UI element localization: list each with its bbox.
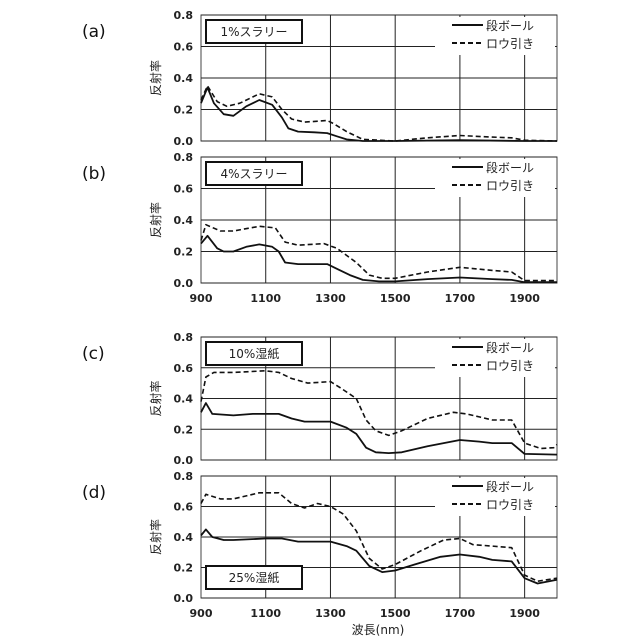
legend-label: ロウ引き [486,359,534,373]
legend-label: ロウ引き [486,37,534,51]
y-tick-label: 0.6 [174,362,194,375]
condition-label: 10%湿紙 [229,346,280,361]
y-tick-label: 0.4 [174,531,194,544]
legend-background [435,17,555,55]
y-tick-label: 0.2 [174,423,194,436]
condition-box [205,161,303,186]
y-tick-label: 0.4 [174,393,194,406]
legend-background [435,159,555,197]
condition-label: 25%湿紙 [229,570,280,585]
y-axis-label: 反射率 [148,519,163,555]
y-tick-label: 0.4 [174,72,194,85]
legend-label: 段ボール [486,479,534,494]
panel-label: (b) [82,164,106,184]
x-tick-label: 1100 [250,292,281,305]
y-tick-label: 0.0 [174,592,194,605]
y-tick-label: 0.4 [174,214,194,227]
series-line-danboru [200,234,557,284]
x-tick-label: 1500 [380,292,411,305]
panel-d: 0.0 0.2 0.4 0.6 0.8 900 1100 1300 1500 1700 1900 段ボ… [82,470,558,637]
y-tick-label: 0.0 [174,135,194,148]
legend-label: 段ボール [486,18,534,33]
series-line-roubiki [200,223,557,282]
series-line-danboru [200,528,558,585]
y-axis-label: 反射率 [148,202,163,238]
y-tick-label: 0.2 [174,562,194,575]
y-tick-label: 0.8 [174,331,194,344]
legend-label: ロウ引き [486,179,534,193]
x-tick-label: 1100 [250,607,281,620]
y-tick-label: 0.2 [174,246,194,259]
x-tick-label: 1300 [315,292,346,305]
condition-label: 4%スラリー [220,167,287,181]
x-tick-label: 1900 [509,292,540,305]
x-tick-label: 1300 [315,607,346,620]
legend-background [435,478,555,516]
x-tick-label: 900 [190,292,213,305]
condition-box [205,19,303,44]
y-tick-label: 0.8 [174,151,194,164]
panel-b: 0.0 0.2 0.4 0.6 0.8 900 1100 1300 1500 1700 1900 段ボ… [82,151,558,305]
y-tick-label: 0.6 [174,183,194,196]
condition-box [205,341,303,366]
legend-label: 段ボール [486,340,534,355]
panel-label: (a) [82,22,106,42]
x-tick-label: 1700 [445,292,476,305]
y-tick-label: 0.2 [174,104,194,117]
series-line-danboru [200,402,558,456]
panel-label: (d) [82,483,106,503]
panel-label: (c) [82,344,105,364]
condition-box [205,565,303,590]
condition-label: 1%スラリー [220,25,287,39]
y-tick-label: 0.8 [174,470,194,483]
legend-label: 段ボール [486,160,534,175]
series-line-roubiki [200,85,558,142]
x-tick-label: 1500 [380,607,411,620]
x-axis-label: 波長(nm) [352,623,405,637]
x-tick-label: 1900 [509,607,540,620]
y-tick-label: 0.0 [174,277,194,290]
series-line-roubiki [200,370,558,450]
y-tick-label: 0.6 [174,41,194,54]
series-line-roubiki [200,492,558,582]
x-tick-label: 1700 [445,607,476,620]
y-axis-label: 反射率 [148,380,163,416]
x-tick-label: 900 [190,607,213,620]
y-axis-label: 反射率 [148,60,163,96]
legend-label: ロウ引き [486,498,534,512]
y-tick-label: 0.8 [174,9,194,22]
legend-background [435,339,555,377]
y-tick-label: 0.6 [174,501,194,514]
y-tick-label: 0.0 [174,454,194,467]
